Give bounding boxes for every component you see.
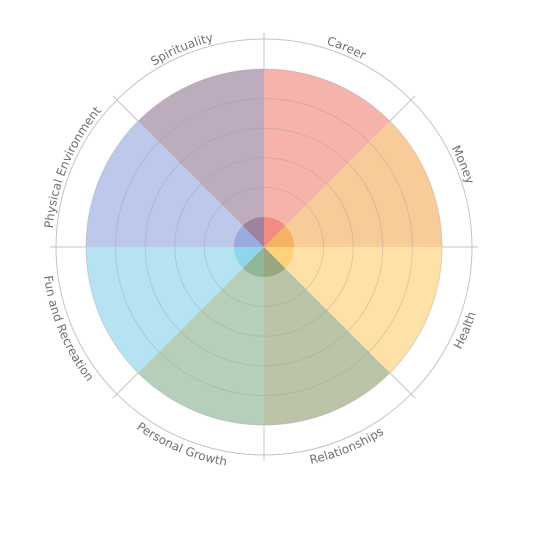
grid-ring — [174, 157, 354, 337]
slice-divider — [112, 95, 139, 122]
slice-divider — [389, 95, 416, 122]
center-segment-relationships — [264, 247, 286, 277]
center-segment-physical-environment — [234, 225, 264, 247]
category-label-money: Money — [449, 143, 477, 186]
center-segment-money — [264, 225, 294, 247]
slice-physical-environment[interactable] — [86, 121, 264, 247]
slice-divider — [112, 372, 139, 399]
grid-ring — [144, 127, 384, 367]
center-segment-fun-and-recreation — [234, 247, 264, 269]
center-segment-health — [264, 247, 294, 269]
category-label-personal-growth: Personal Growth — [134, 419, 228, 468]
category-label-career: Career — [325, 34, 368, 63]
grid-ring — [115, 98, 413, 396]
chart-slices — [85, 68, 442, 425]
slice-fun-and-recreation[interactable] — [85, 247, 264, 373]
slice-divider — [389, 372, 416, 399]
center-segment-career — [264, 217, 286, 247]
category-label-relationships: Relationships — [308, 424, 386, 467]
chart-frame — [50, 33, 478, 461]
category-label-fun-and-recreation: Fun and Recreation — [41, 274, 97, 383]
slice-relationships[interactable] — [264, 247, 390, 425]
chart-center-segments — [234, 217, 294, 277]
slice-health[interactable] — [264, 247, 442, 373]
center-segment-spirituality — [242, 217, 264, 247]
slice-career[interactable] — [264, 68, 390, 247]
slice-personal-growth[interactable] — [138, 247, 264, 425]
category-label-health: Health — [451, 310, 479, 351]
category-label-spirituality: Spirituality — [148, 30, 214, 68]
slice-spirituality[interactable] — [138, 69, 264, 247]
grid-ring — [203, 186, 325, 308]
slice-money[interactable] — [264, 121, 442, 247]
center-segment-personal-growth — [242, 247, 264, 277]
